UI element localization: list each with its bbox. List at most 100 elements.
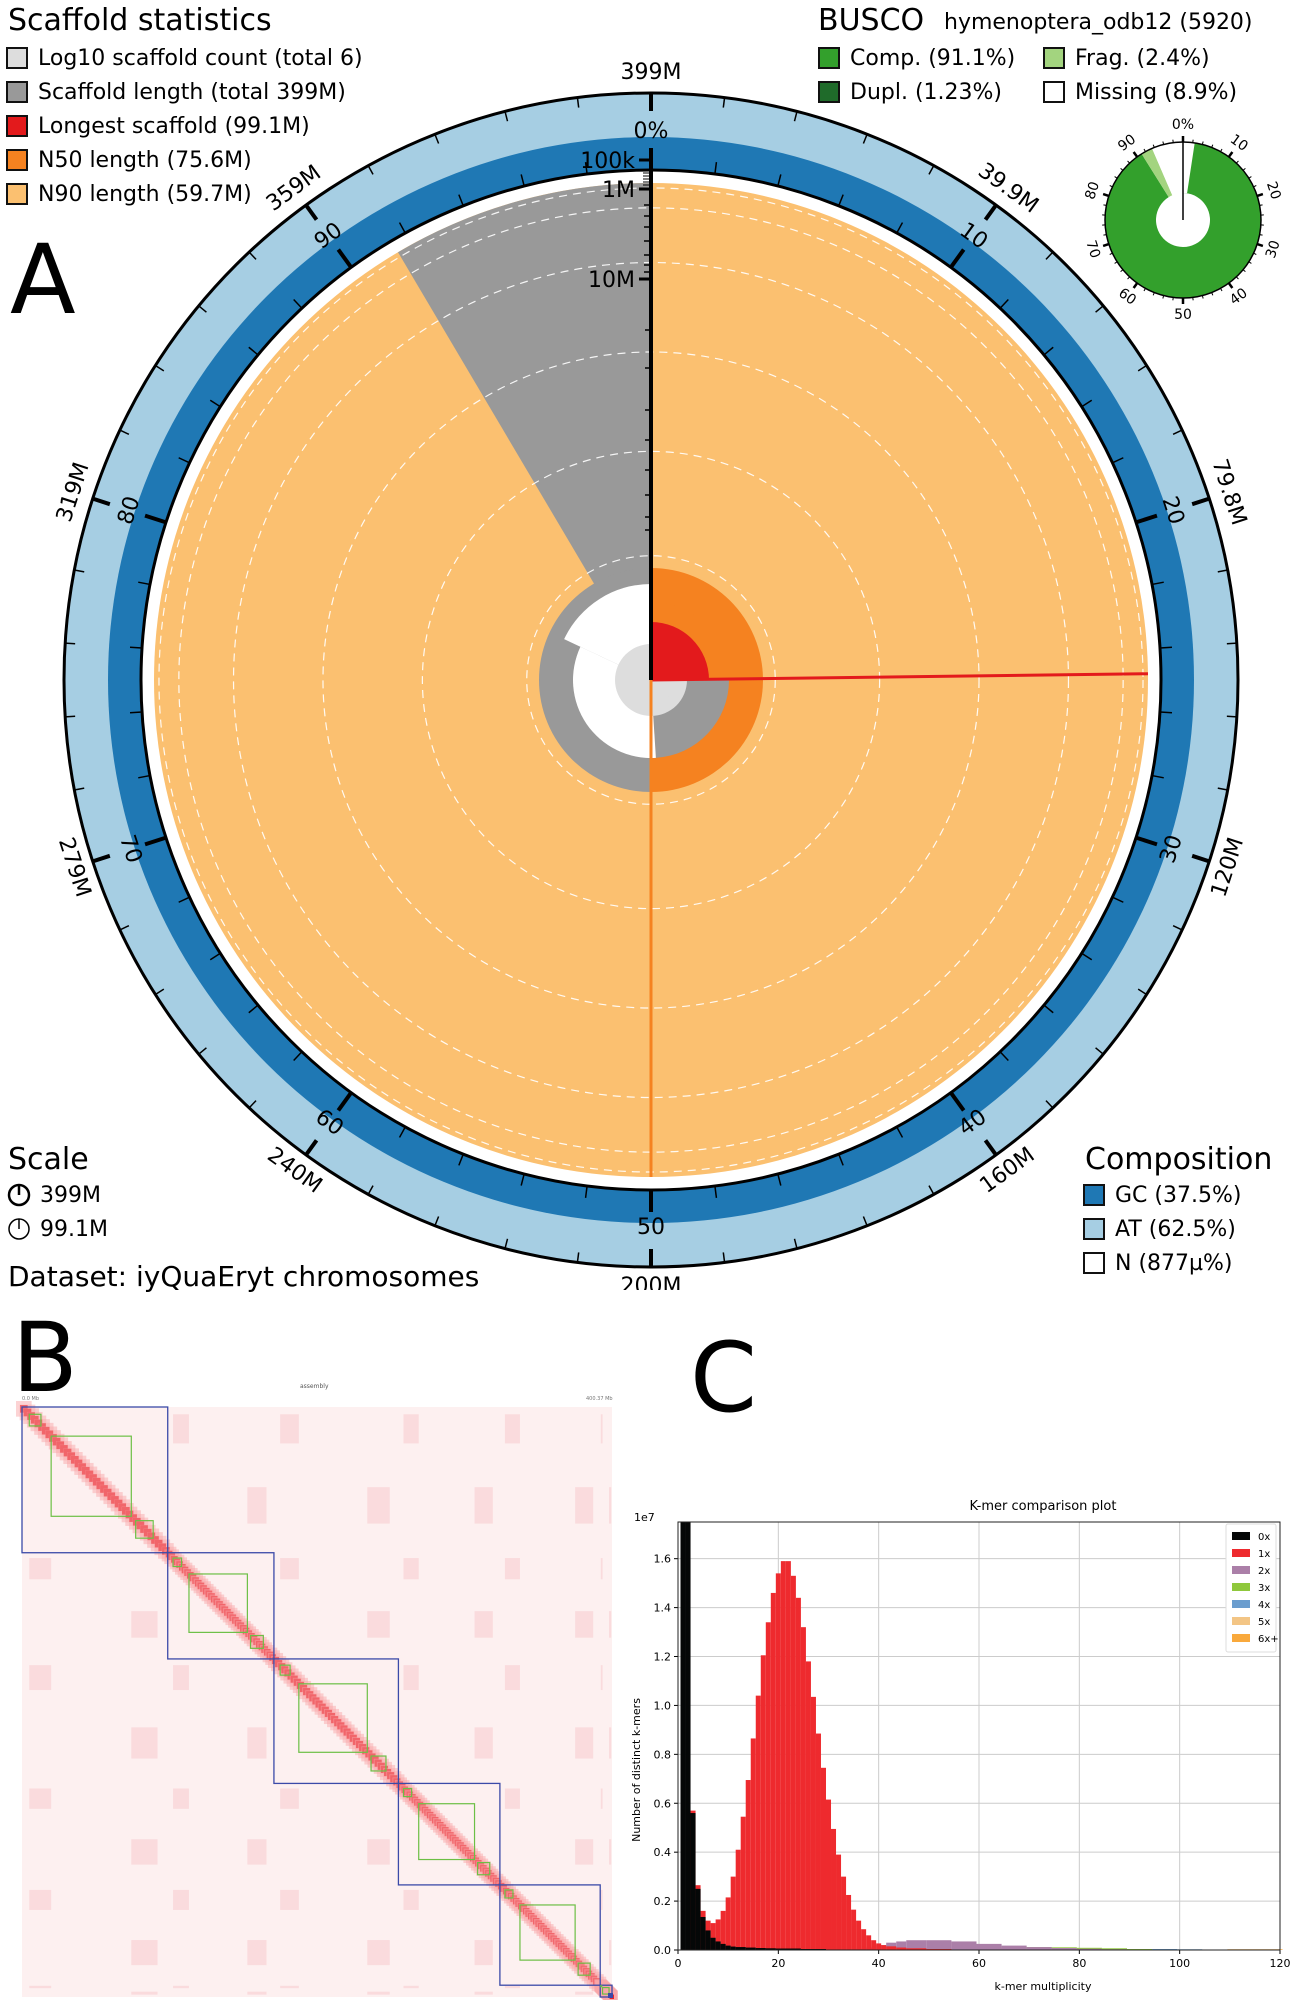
hic-offdiag-block bbox=[367, 1839, 390, 1865]
hic-scaffold-box bbox=[135, 1520, 154, 1539]
outer-tick bbox=[65, 715, 76, 718]
kmer-bar-0x bbox=[710, 1937, 716, 1950]
outer-tick bbox=[74, 787, 85, 791]
inner-tick bbox=[949, 1091, 966, 1112]
scaffold-legend-swatch bbox=[6, 115, 28, 137]
composition-legend-item: AT (62.5%) bbox=[1083, 1214, 1236, 1244]
composition-legend-label: N (877µ%) bbox=[1115, 1250, 1233, 1276]
scaffold-length-wedge bbox=[398, 183, 651, 680]
hic-offdiag-block bbox=[131, 1839, 158, 1865]
outer-tick bbox=[304, 1139, 319, 1157]
busco-tick bbox=[1248, 176, 1252, 179]
busco-tick bbox=[1259, 204, 1263, 206]
kmer-bar-0x bbox=[755, 1948, 766, 1950]
inner-tick bbox=[336, 248, 353, 269]
dataset-label: Dataset: iyQuaEryt chromosomes bbox=[8, 1260, 480, 1293]
kmer-bar-1x bbox=[886, 1946, 897, 1950]
busco-tick bbox=[1103, 234, 1107, 236]
kmer-bar-0x bbox=[725, 1945, 731, 1950]
hic-offdiag-block bbox=[173, 1665, 189, 1691]
hic-scaffold-box bbox=[298, 1683, 368, 1753]
busco-tick bbox=[1242, 167, 1246, 171]
hic-offdiag-block bbox=[247, 1839, 267, 1865]
outer-tick bbox=[983, 203, 998, 221]
hic-chromosome-box bbox=[397, 1782, 501, 1886]
hic-offdiag-block bbox=[280, 1414, 299, 1444]
busco-tick-label: 60 bbox=[1115, 285, 1139, 308]
kmer-title: K-mer comparison plot bbox=[970, 1499, 1117, 1514]
outer-tick bbox=[1217, 569, 1228, 573]
composition-legend-label: GC (37.5%) bbox=[1115, 1182, 1242, 1208]
inner-tick bbox=[714, 162, 718, 175]
kmer-legend-swatch bbox=[1232, 1532, 1250, 1540]
kmer-x-tick-label: 100 bbox=[1169, 1957, 1190, 1970]
kmer-x-tick-label: 120 bbox=[1270, 1957, 1291, 1970]
busco-tick bbox=[1109, 252, 1113, 255]
kmer-bar-2x bbox=[1076, 1948, 1102, 1950]
busco-tick bbox=[1162, 295, 1165, 299]
kmer-legend-label: 5x bbox=[1258, 1617, 1270, 1628]
kmer-y-tick-label: 1.6 bbox=[654, 1553, 672, 1566]
outer-tick bbox=[722, 97, 726, 108]
inner-tick bbox=[896, 1126, 904, 1138]
hic-offdiag-block bbox=[173, 1889, 189, 1910]
kmer-bar-1x bbox=[785, 1561, 791, 1950]
kmer-y-multiplier: 1e7 bbox=[634, 1511, 655, 1524]
inner-tick bbox=[248, 346, 259, 356]
inner-tick bbox=[1043, 346, 1054, 356]
kmer-frame bbox=[677, 1521, 1281, 1951]
busco-tick-label: 30 bbox=[1263, 238, 1284, 260]
hic-offdiag-block bbox=[131, 1611, 158, 1638]
panel-label-a: A bbox=[10, 224, 76, 336]
kmer-bar-1x bbox=[760, 1655, 766, 1950]
busco-tick bbox=[1211, 144, 1214, 148]
percent-tick-label: 0% bbox=[634, 119, 669, 144]
busco-tick bbox=[1143, 148, 1146, 152]
hic-offdiag-block bbox=[280, 1788, 299, 1809]
outer-tick bbox=[504, 1238, 509, 1249]
hic-scaffold-box bbox=[601, 1986, 610, 1995]
hic-offdiag-block bbox=[504, 1788, 520, 1809]
longest-scaffold-line bbox=[650, 672, 1148, 682]
outer-tick bbox=[1137, 364, 1148, 372]
kmer-bar-0x bbox=[695, 1888, 701, 1950]
scaffold-legend-swatch bbox=[6, 47, 28, 69]
outer-tick bbox=[1045, 1100, 1054, 1109]
inner-tick bbox=[398, 222, 406, 234]
inner-tick bbox=[293, 1051, 303, 1062]
hic-scaffold-box bbox=[50, 1435, 132, 1517]
scale-total-label: 399M bbox=[40, 1182, 101, 1208]
clock-icon bbox=[7, 1183, 31, 1207]
snail-plot: 399M39.9M79.8M120M160M200M240M279M319M35… bbox=[52, 60, 1284, 1290]
outer-tick bbox=[198, 305, 207, 313]
busco-tick bbox=[1132, 151, 1139, 158]
hic-offdiag-block bbox=[474, 1991, 493, 1995]
composition-legend-item: GC (37.5%) bbox=[1083, 1180, 1241, 1210]
busco-legend-label: Comp. (91.1%) bbox=[850, 45, 1016, 71]
kmer-legend-label: 4x bbox=[1258, 1600, 1270, 1611]
hic-scaffold-box bbox=[402, 1787, 413, 1798]
inner-tick bbox=[584, 1185, 588, 1198]
scaffold-legend-item: Scaffold length (total 399M) bbox=[6, 77, 346, 107]
outer-tick bbox=[722, 1252, 726, 1263]
kmer-bar-1x bbox=[745, 1780, 751, 1950]
outer-tick bbox=[862, 133, 868, 144]
busco-tick bbox=[1253, 252, 1257, 255]
hic-offdiag-block bbox=[280, 1558, 299, 1580]
outer-tick bbox=[1137, 988, 1148, 996]
busco-legend-item: Frag. (2.4%) bbox=[1043, 43, 1210, 73]
scaffold-legend-label: N50 length (75.6M) bbox=[38, 147, 252, 173]
inner-tick bbox=[248, 1004, 259, 1014]
inner-tick bbox=[1112, 896, 1124, 903]
hic-offdiag-block bbox=[173, 1414, 189, 1444]
kmer-bar-2x bbox=[1051, 1948, 1077, 1950]
hic-offdiag-block bbox=[403, 1985, 419, 1989]
inner-tick bbox=[896, 222, 904, 234]
inner-tick bbox=[178, 457, 190, 464]
kmer-legend-swatch bbox=[1232, 1600, 1250, 1608]
hic-offdiag-block bbox=[403, 1665, 419, 1691]
inner-tick bbox=[129, 646, 143, 649]
busco-tick bbox=[1103, 204, 1107, 206]
composition-legend-swatch bbox=[1083, 1184, 1105, 1206]
inner-tick bbox=[1151, 774, 1164, 779]
